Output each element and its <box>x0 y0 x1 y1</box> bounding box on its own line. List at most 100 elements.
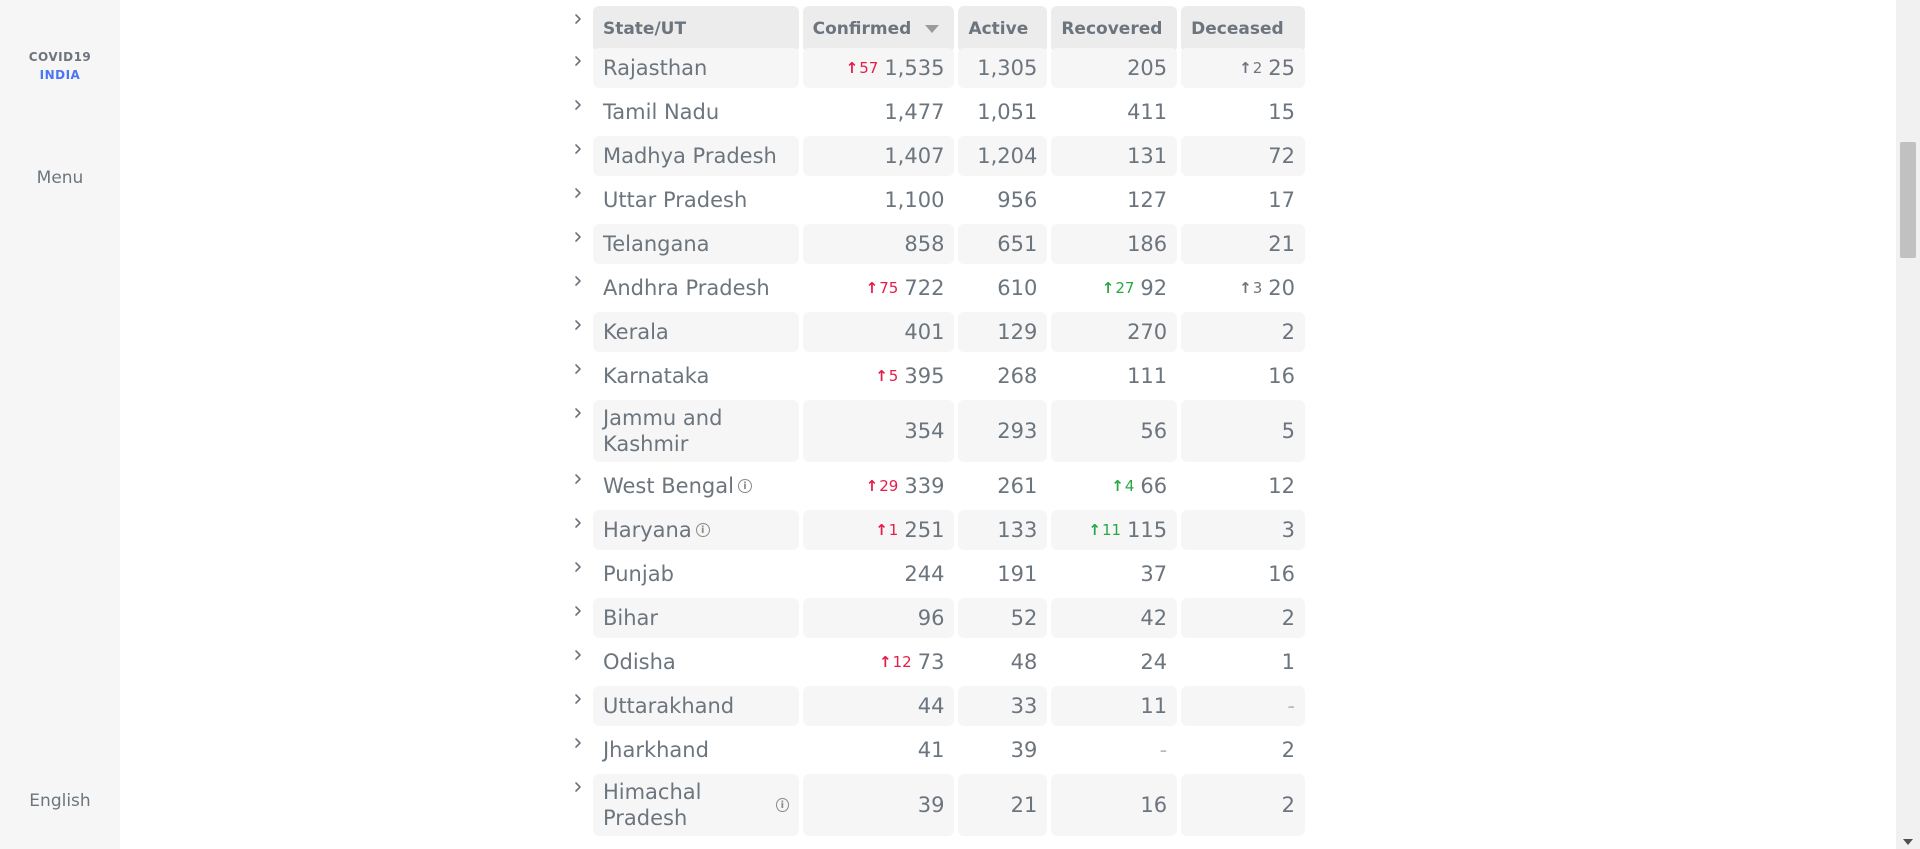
cell-deceased: 12 <box>1181 466 1305 506</box>
header-state[interactable]: State/UT <box>592 6 799 52</box>
active-value: 33 <box>1010 694 1038 718</box>
row-expand-toggle[interactable] <box>565 92 593 132</box>
row-expand-toggle[interactable] <box>565 136 593 176</box>
header-active[interactable]: Active <box>958 6 1048 52</box>
row-expand-toggle[interactable] <box>565 730 593 770</box>
header-expand-toggle[interactable] <box>565 6 593 52</box>
cell-deceased: 2 <box>1181 312 1305 352</box>
row-expand-toggle[interactable] <box>565 48 593 88</box>
info-icon[interactable]: i <box>695 523 710 537</box>
table-row[interactable]: Karnataka ↑ 5 395 268 111 16 <box>565 356 1305 396</box>
table-row[interactable]: Rajasthan ↑ 57 1,535 1,305 205 ↑ 2 25 <box>565 48 1305 88</box>
table-row[interactable]: Jharkhand 41 39 - 2 <box>565 730 1305 770</box>
row-expand-toggle[interactable] <box>565 268 593 308</box>
table-row[interactable]: Telangana 858 651 186 21 <box>565 224 1305 264</box>
state-name: Rajasthan <box>602 56 708 80</box>
cell-state: West Bengal i <box>593 466 799 506</box>
row-expand-toggle[interactable] <box>565 400 593 462</box>
state-name: Himachal Pradesh <box>602 780 702 830</box>
recovered-value: 16 <box>1140 793 1168 817</box>
state-name: Punjab <box>602 562 674 586</box>
row-expand-toggle[interactable] <box>565 466 593 506</box>
row-expand-toggle[interactable] <box>565 598 593 638</box>
row-expand-toggle[interactable] <box>565 510 593 550</box>
confirmed-value: 41 <box>917 738 945 762</box>
cell-state: Punjab <box>593 554 799 594</box>
confirmed-delta: ↑ 12 <box>879 653 912 671</box>
arrow-up-icon: ↑ <box>879 653 892 671</box>
recovered-value: 56 <box>1140 419 1168 443</box>
deceased-value: 3 <box>1281 518 1295 542</box>
cell-confirmed: 354 <box>802 400 955 462</box>
row-expand-toggle[interactable] <box>565 686 593 726</box>
state-name: Kerala <box>602 320 669 344</box>
table-row[interactable]: West Bengal i ↑ 29 339 261 ↑ 4 66 12 <box>565 466 1305 506</box>
table-row[interactable]: Haryana i ↑ 1 251 133 ↑ 11 115 3 <box>565 510 1305 550</box>
chevron-right-icon <box>575 694 581 704</box>
table-row[interactable]: Kerala 401 129 270 2 <box>565 312 1305 352</box>
logo-line-india: INDIA <box>39 68 81 82</box>
state-name: Uttarakhand <box>602 694 735 718</box>
recovered-value: 205 <box>1127 56 1168 80</box>
table-row[interactable]: Andhra Pradesh ↑ 75 722 610 ↑ 27 92 ↑ 3 20 <box>565 268 1305 308</box>
confirmed-value: 251 <box>904 518 945 542</box>
scrollbar-thumb[interactable] <box>1900 142 1916 258</box>
cell-active: 268 <box>958 356 1047 396</box>
site-logo[interactable]: COVID19 INDIA <box>0 48 120 84</box>
arrow-up-icon: ↑ <box>1239 59 1252 77</box>
deceased-value: 1 <box>1281 650 1295 674</box>
cell-active: 293 <box>958 400 1048 462</box>
table-row[interactable]: Tamil Nadu 1,477 1,051 411 15 <box>565 92 1305 132</box>
table-row[interactable]: Uttar Pradesh 1,100 956 127 17 <box>565 180 1305 220</box>
table-row[interactable]: Bihar 96 52 42 2 <box>565 598 1305 638</box>
table-body: Rajasthan ↑ 57 1,535 1,305 205 ↑ 2 25 Tamil Nadu 1… <box>565 48 1305 836</box>
deceased-value: 21 <box>1268 232 1295 256</box>
cell-active: 956 <box>958 180 1047 220</box>
row-expand-toggle[interactable] <box>565 180 593 220</box>
cell-state: Haryana i <box>592 510 799 550</box>
cell-active: 191 <box>958 554 1047 594</box>
deceased-value: 17 <box>1268 188 1295 212</box>
row-expand-toggle[interactable] <box>565 224 593 264</box>
table-row[interactable]: Himachal Pradesh i 39 21 16 2 <box>565 774 1305 836</box>
header-deceased[interactable]: Deceased <box>1181 6 1305 52</box>
row-expand-toggle[interactable] <box>565 356 593 396</box>
row-expand-toggle[interactable] <box>565 642 593 682</box>
scrollbar[interactable] <box>1896 0 1920 849</box>
table-row[interactable]: Madhya Pradesh 1,407 1,204 131 72 <box>565 136 1305 176</box>
state-name: Bihar <box>602 606 659 630</box>
cell-deceased: 1 <box>1181 642 1305 682</box>
language-switcher[interactable]: English <box>29 791 91 811</box>
table-row[interactable]: Punjab 244 191 37 16 <box>565 554 1305 594</box>
info-icon[interactable]: i <box>775 798 789 812</box>
table-row[interactable]: Odisha ↑ 12 73 48 24 1 <box>565 642 1305 682</box>
chevron-right-icon <box>575 650 581 660</box>
header-recovered[interactable]: Recovered <box>1051 6 1178 52</box>
cell-confirmed: ↑ 5 395 <box>803 356 955 396</box>
table-row[interactable]: Uttarakhand 44 33 11 - <box>565 686 1305 726</box>
row-expand-toggle[interactable] <box>565 554 593 594</box>
cell-deceased: ↑ 3 20 <box>1181 268 1305 308</box>
table-row[interactable]: Jammu and Kashmir 354 293 56 5 <box>565 400 1305 462</box>
cell-deceased: 2 <box>1181 774 1305 836</box>
chevron-right-icon <box>575 562 581 572</box>
recovered-value: 186 <box>1127 232 1168 256</box>
cell-recovered: 24 <box>1051 642 1177 682</box>
menu-button[interactable]: Menu <box>36 168 84 188</box>
cell-state: Himachal Pradesh i <box>592 774 799 836</box>
active-value: 268 <box>997 364 1038 388</box>
scroll-down-arrow-icon[interactable] <box>1903 839 1913 845</box>
header-confirmed[interactable]: Confirmed <box>802 6 955 52</box>
cell-recovered: 411 <box>1051 92 1177 132</box>
cell-confirmed: 1,407 <box>802 136 955 176</box>
info-icon[interactable]: i <box>737 479 752 493</box>
recovered-value: 131 <box>1127 144 1168 168</box>
cell-recovered: - <box>1051 730 1177 770</box>
cell-state: Tamil Nadu <box>593 92 799 132</box>
confirmed-delta-value: 5 <box>888 367 899 385</box>
sort-descending-icon <box>925 25 940 33</box>
row-expand-toggle[interactable] <box>565 312 593 352</box>
cell-deceased: 5 <box>1181 400 1305 462</box>
confirmed-value: 73 <box>917 650 945 674</box>
row-expand-toggle[interactable] <box>565 774 593 836</box>
